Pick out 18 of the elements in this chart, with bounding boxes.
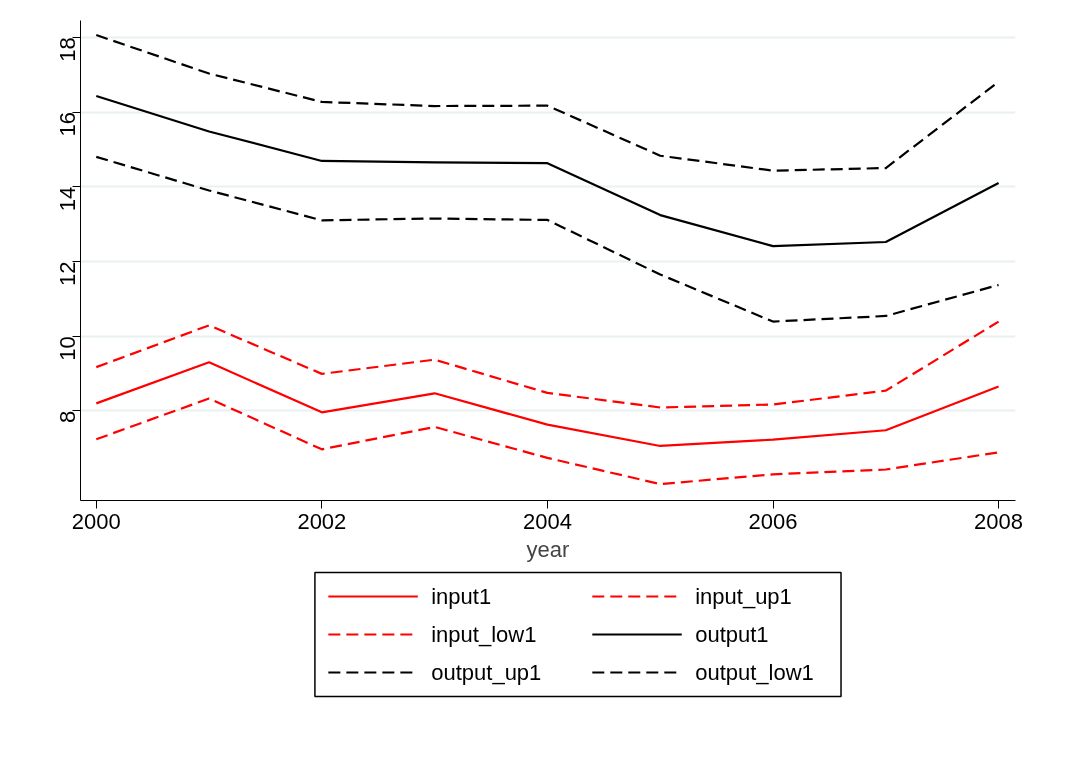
legend-label: output1	[695, 622, 769, 647]
y-tick-label: 8	[55, 410, 80, 424]
x-tick-label: 2000	[71, 508, 121, 534]
x-tick-label: 2002	[297, 508, 347, 534]
y-tick-label: 12	[55, 261, 80, 286]
x-axis-title: year	[526, 536, 570, 562]
y-tick-label: 16	[55, 112, 80, 137]
legend-label: output_up1	[431, 660, 542, 685]
y-tick-label: 18	[55, 37, 80, 62]
y-tick-label: 14	[55, 186, 80, 212]
legend-label: output_low1	[695, 660, 814, 685]
x-tick-label: 2006	[748, 508, 798, 534]
legend-label: input_low1	[431, 622, 537, 647]
x-tick-label: 2008	[974, 508, 1024, 534]
x-tick-label: 2004	[522, 508, 572, 534]
legend-label: input_up1	[695, 584, 792, 609]
y-tick-label: 10	[55, 336, 80, 361]
legend-label: input1	[431, 584, 492, 609]
